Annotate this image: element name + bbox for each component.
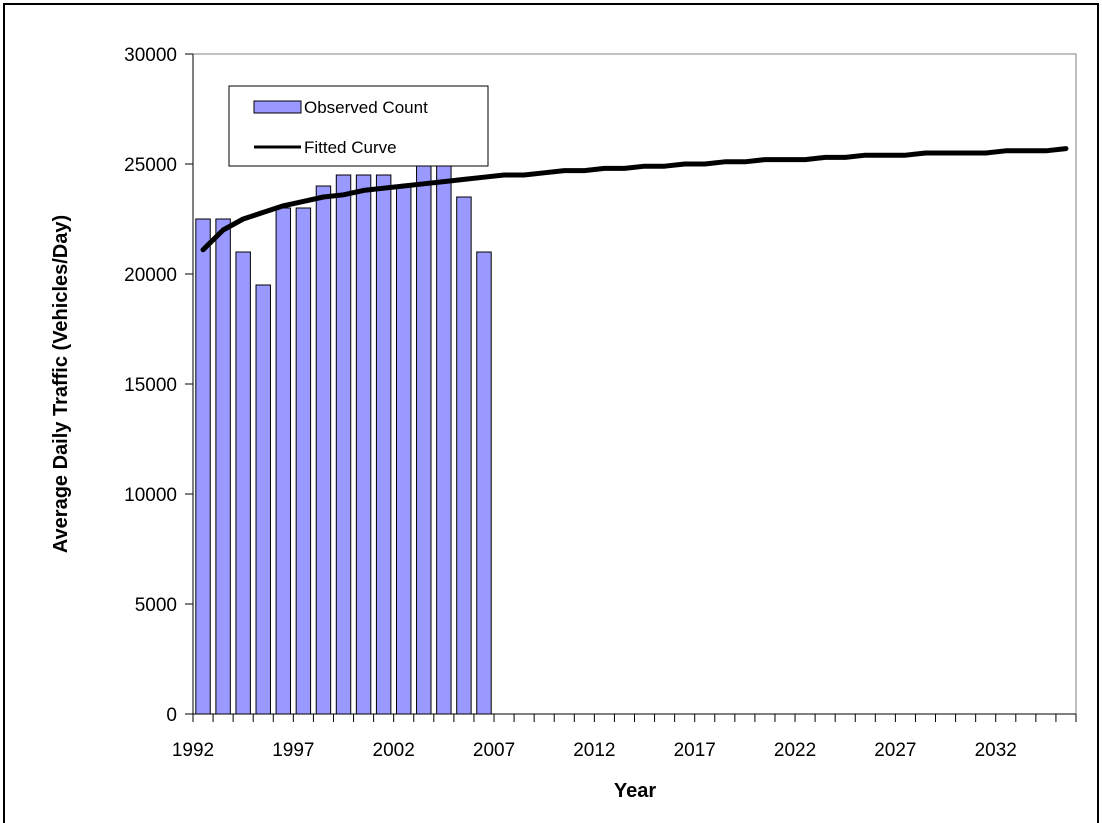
x-tick-label-2007: 2007 [473,740,515,761]
y-tick-label-30000: 30000 [124,45,177,66]
x-tick-label-2012: 2012 [573,740,615,761]
bar-2005 [456,196,472,715]
legend: Observed Count Fitted Curve [228,85,489,167]
legend-box [228,85,489,167]
axes-layer [185,53,1077,722]
bar-1997 [295,207,312,715]
bar-2004 [436,163,452,715]
bar-1993 [215,218,231,715]
bar-2000 [355,174,372,715]
bar-1994 [235,251,251,715]
y-tick-label-25000: 25000 [124,155,177,176]
bar-1999 [335,174,352,715]
bar-1998 [315,185,332,715]
bar-2003 [416,163,432,715]
tick-labels: 0 5000 10000 15000 20000 25000 30000 1992 1997 20… [124,45,1017,761]
y-tick-label-10000: 10000 [124,485,177,506]
bar-2001 [375,174,392,715]
y-tick-label-20000: 20000 [124,265,177,286]
y-axis-title: Average Daily Traffic (Vehicles/Day) [50,215,72,553]
bar-2002 [395,185,412,715]
y-tick-label-5000: 5000 [135,595,177,616]
bar-2006 [476,251,492,715]
fitted-curve-line [200,146,1069,253]
x-tick-label-2027: 2027 [874,740,916,761]
x-tick-label-2032: 2032 [975,740,1017,761]
y-tick-label-15000: 15000 [124,375,177,396]
curve-layer [200,146,1069,253]
x-tick-label-2002: 2002 [373,740,415,761]
x-axis-title: Year [614,780,656,802]
bar-1996 [275,207,292,715]
legend-swatch-observed [253,100,302,114]
y-tick-label-0: 0 [166,705,177,726]
x-tick-label-2017: 2017 [674,740,716,761]
bar-1992 [195,218,211,715]
legend-label-fitted: Fitted Curve [304,138,397,157]
x-tick-label-1992: 1992 [172,740,214,761]
legend-label-observed: Observed Count [304,98,428,117]
bar-1995 [255,284,271,715]
x-tick-label-2022: 2022 [774,740,816,761]
x-tick-label-1997: 1997 [272,740,314,761]
